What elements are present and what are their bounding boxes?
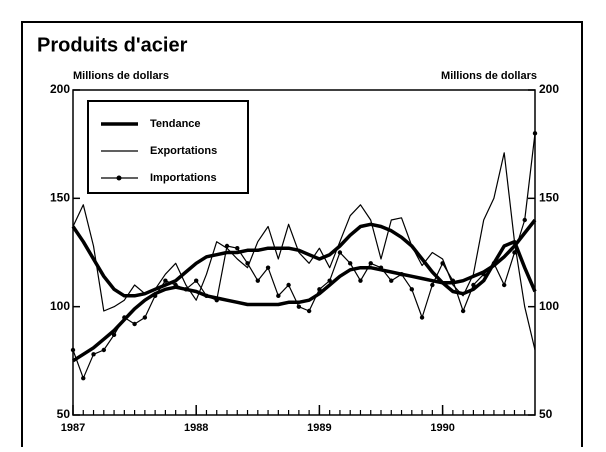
y2-tick-label: 200 bbox=[539, 82, 559, 96]
series-marker bbox=[450, 278, 456, 283]
trend-line bbox=[72, 218, 537, 363]
series-marker bbox=[122, 315, 127, 320]
y-tick-label: 50 bbox=[57, 407, 71, 421]
series-marker bbox=[481, 271, 486, 277]
series-marker bbox=[306, 308, 312, 314]
series-marker bbox=[163, 278, 168, 283]
series-marker bbox=[471, 282, 476, 288]
chart-title: Produits d'acier bbox=[37, 34, 188, 56]
legend-label: Exportations bbox=[150, 145, 217, 157]
series-marker bbox=[70, 347, 76, 353]
y-tick-label: 150 bbox=[50, 191, 70, 205]
y2-tick-label: 100 bbox=[539, 299, 559, 313]
series-marker bbox=[255, 278, 260, 283]
series-marker bbox=[512, 250, 517, 255]
series-marker bbox=[204, 293, 209, 299]
series-marker bbox=[348, 261, 353, 266]
series-marker bbox=[502, 282, 507, 288]
series-marker bbox=[430, 282, 435, 288]
series-marker bbox=[286, 282, 291, 288]
x-tick-label: 1989 bbox=[307, 422, 331, 434]
series-marker bbox=[296, 304, 302, 309]
series-marker bbox=[522, 217, 527, 223]
series-marker bbox=[194, 278, 199, 283]
series-marker bbox=[358, 278, 363, 283]
x-tick-label: 1988 bbox=[184, 422, 208, 434]
series-marker bbox=[532, 131, 538, 136]
legend-marker bbox=[116, 175, 122, 181]
series-marker bbox=[111, 332, 117, 338]
series-marker bbox=[317, 287, 322, 292]
series-marker bbox=[91, 352, 96, 357]
series-marker bbox=[235, 245, 240, 251]
x-tick-label: 1987 bbox=[61, 422, 85, 434]
series-marker bbox=[276, 293, 281, 299]
x-tick-label: 1990 bbox=[430, 422, 454, 434]
series-marker bbox=[409, 287, 414, 292]
legend-label: Importations bbox=[150, 172, 217, 184]
y2-tick-label: 150 bbox=[539, 191, 559, 205]
series-marker bbox=[265, 265, 271, 270]
y-tick-label: 100 bbox=[50, 299, 70, 313]
series-marker bbox=[245, 261, 250, 266]
series-marker bbox=[152, 293, 158, 299]
series-marker bbox=[337, 250, 343, 255]
series-marker bbox=[214, 297, 219, 303]
series-marker bbox=[327, 278, 332, 283]
legend-label: Tendance bbox=[150, 118, 201, 130]
series-marker bbox=[491, 261, 497, 266]
plot-frame bbox=[72, 89, 536, 416]
y-tick-label: 200 bbox=[50, 82, 70, 96]
y2-tick-label: 50 bbox=[539, 407, 553, 421]
series-marker bbox=[81, 375, 86, 381]
series-marker bbox=[399, 271, 404, 277]
series-marker bbox=[101, 347, 107, 353]
series-marker bbox=[440, 261, 445, 266]
chart-frame bbox=[21, 21, 583, 452]
y-axis-label: Millions de dollars bbox=[73, 70, 169, 82]
series-marker bbox=[460, 308, 466, 314]
series-marker bbox=[142, 315, 148, 320]
series-line bbox=[72, 152, 536, 351]
series-marker bbox=[419, 315, 425, 320]
series-marker bbox=[224, 243, 230, 249]
y2-axis-label: Millions de dollars bbox=[441, 70, 537, 82]
series-marker bbox=[389, 278, 394, 283]
series-marker bbox=[183, 287, 189, 292]
series-marker bbox=[378, 265, 384, 270]
series-line bbox=[72, 133, 536, 379]
series-marker bbox=[173, 282, 178, 288]
series-marker bbox=[132, 321, 137, 327]
series-marker bbox=[368, 261, 373, 266]
